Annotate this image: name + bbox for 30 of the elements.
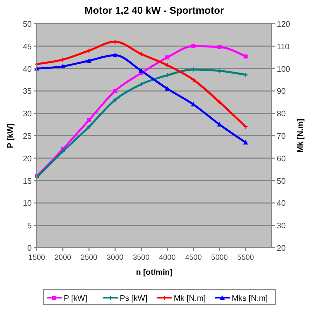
y-tick-label: 0: [28, 244, 33, 253]
legend-label: Ps [kW]: [120, 294, 148, 303]
y-tick-label: 5: [28, 222, 33, 231]
y-tick-label: 20: [23, 154, 33, 164]
y2-tick-label: 30: [277, 222, 286, 231]
chart-title: Motor 1,2 40 kW - Sportmotor: [84, 6, 224, 17]
y-tick-label: 50: [23, 20, 33, 29]
y2-tick-label: 110: [277, 42, 290, 52]
y-axis-title: P [kW]: [6, 123, 15, 148]
legend-label: P [kW]: [64, 294, 88, 303]
y2-tick-label: 50: [277, 176, 286, 186]
y-tick-label: 10: [23, 199, 33, 208]
y2-tick-label: 60: [277, 154, 286, 164]
legend-label: Mk [N.m]: [174, 294, 206, 303]
y-tick-label: 35: [23, 87, 33, 96]
y-tick-label: 45: [23, 42, 33, 52]
y-tick-label: 40: [23, 64, 33, 74]
y2-axis-title: Mk [N.m]: [296, 118, 305, 153]
y2-tick-label: 70: [277, 132, 286, 141]
legend-label: Mks [N.m]: [232, 294, 268, 303]
y-tick-label: 30: [23, 110, 33, 119]
x-axis-title: n [ot/min]: [136, 268, 174, 277]
y-tick-label: 15: [23, 176, 33, 186]
y2-tick-label: 100: [277, 64, 291, 74]
y2-tick-label: 40: [277, 199, 286, 208]
y-tick-label: 25: [23, 132, 33, 141]
y2-tick-label: 90: [277, 87, 286, 96]
y2-tick-label: 20: [277, 244, 286, 253]
y2-tick-label: 80: [277, 110, 286, 119]
y2-tick-label: 120: [277, 20, 291, 29]
